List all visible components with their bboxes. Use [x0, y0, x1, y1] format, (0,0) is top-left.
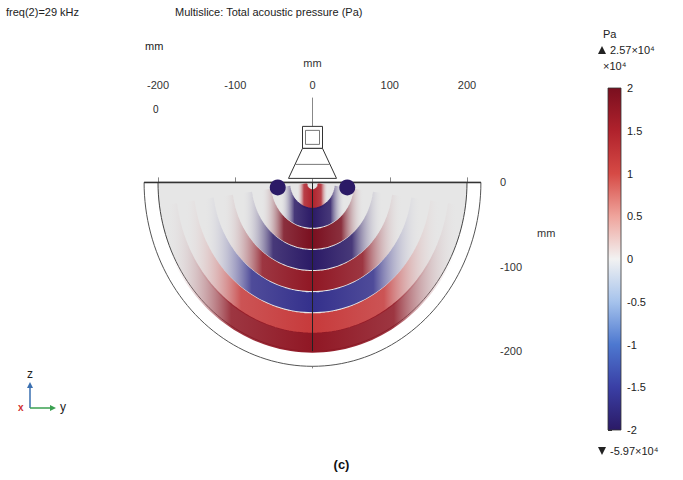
svg-text:-100: -100 — [500, 261, 522, 273]
svg-text:-1: -1 — [627, 339, 637, 351]
svg-text:y: y — [60, 400, 66, 414]
svg-text:(c): (c) — [334, 457, 350, 472]
svg-text:0: 0 — [500, 176, 506, 188]
svg-text:0: 0 — [309, 79, 315, 91]
svg-text:-2: -2 — [627, 424, 637, 436]
svg-text:-200: -200 — [147, 79, 169, 91]
svg-text:0.5: 0.5 — [627, 210, 642, 222]
svg-text:2.57×10⁴: 2.57×10⁴ — [610, 44, 655, 56]
svg-text:200: 200 — [458, 79, 476, 91]
svg-text:freq(2)=29 kHz: freq(2)=29 kHz — [6, 6, 79, 18]
svg-text:0: 0 — [153, 104, 159, 115]
svg-text:mm: mm — [303, 57, 321, 69]
svg-text:-1.5: -1.5 — [627, 381, 646, 393]
svg-text:1: 1 — [627, 168, 633, 180]
svg-text:Multislice: Total acoustic pre: Multislice: Total acoustic pressure (Pa) — [175, 6, 362, 18]
svg-text:1.5: 1.5 — [627, 125, 642, 137]
svg-text:mm: mm — [145, 40, 163, 52]
svg-text:-100: -100 — [224, 79, 246, 91]
svg-text:2: 2 — [627, 82, 633, 94]
svg-text:Pa: Pa — [603, 28, 617, 40]
svg-text:-0.5: -0.5 — [627, 296, 646, 308]
svg-text:100: 100 — [381, 79, 399, 91]
svg-text:mm: mm — [537, 227, 555, 239]
svg-text:x: x — [18, 402, 24, 413]
svg-text:z: z — [27, 367, 33, 381]
svg-text:0: 0 — [627, 253, 633, 265]
svg-text:-5.97×10⁴: -5.97×10⁴ — [610, 445, 659, 457]
svg-text:-200: -200 — [500, 345, 522, 357]
svg-text:×10⁴: ×10⁴ — [603, 60, 627, 72]
